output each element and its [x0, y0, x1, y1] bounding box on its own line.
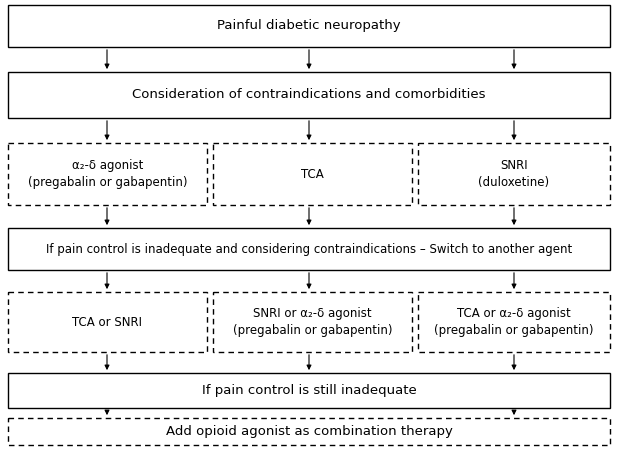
Text: Consideration of contraindications and comorbidities: Consideration of contraindications and c…: [132, 88, 486, 101]
Bar: [8, 72, 610, 118]
Bar: [418, 143, 610, 205]
Bar: [8, 228, 610, 270]
Text: α₂-δ agonist
(pregabalin or gabapentin): α₂-δ agonist (pregabalin or gabapentin): [28, 159, 187, 189]
Bar: [213, 143, 412, 205]
Bar: [8, 292, 207, 352]
Text: TCA: TCA: [301, 167, 324, 180]
Text: TCA or SNRI: TCA or SNRI: [72, 316, 143, 329]
Bar: [8, 5, 610, 47]
Text: Painful diabetic neuropathy: Painful diabetic neuropathy: [217, 19, 401, 32]
Text: SNRI or α₂-δ agonist
(pregabalin or gabapentin): SNRI or α₂-δ agonist (pregabalin or gaba…: [233, 307, 392, 337]
Bar: [8, 418, 610, 445]
Bar: [8, 143, 207, 205]
Text: If pain control is still inadequate: If pain control is still inadequate: [201, 384, 417, 397]
Bar: [8, 373, 610, 408]
Bar: [418, 292, 610, 352]
Text: TCA or α₂-δ agonist
(pregabalin or gabapentin): TCA or α₂-δ agonist (pregabalin or gabap…: [434, 307, 594, 337]
Bar: [213, 292, 412, 352]
Text: Add opioid agonist as combination therapy: Add opioid agonist as combination therap…: [166, 425, 452, 438]
Text: If pain control is inadequate and considering contraindications – Switch to anot: If pain control is inadequate and consid…: [46, 242, 572, 255]
Text: SNRI
(duloxetine): SNRI (duloxetine): [478, 159, 549, 189]
